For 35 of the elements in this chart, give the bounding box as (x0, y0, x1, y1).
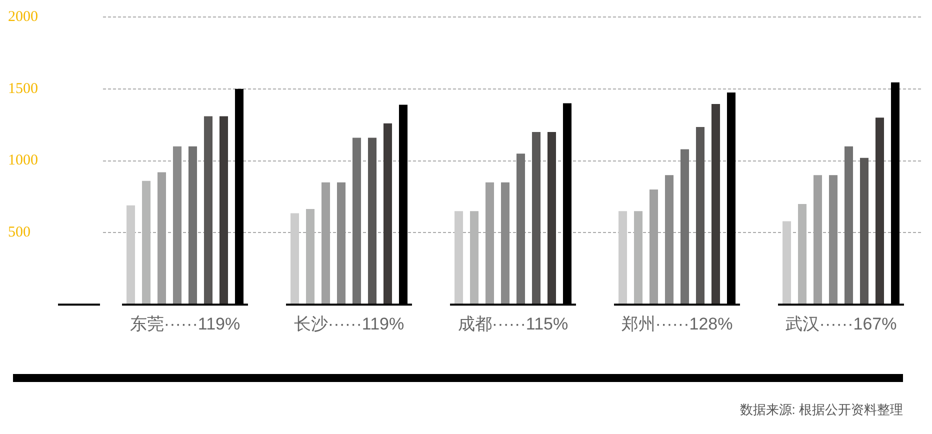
bar (454, 211, 464, 305)
bar (860, 158, 869, 305)
bar (680, 149, 690, 305)
y-tick-label: 1500 (8, 80, 38, 97)
bar (383, 123, 392, 305)
bar (844, 146, 854, 305)
bar (618, 211, 628, 305)
bar (828, 175, 838, 305)
bar (336, 182, 346, 305)
bar (532, 132, 541, 305)
bar (696, 127, 705, 305)
bar (500, 182, 510, 305)
bar (516, 154, 526, 305)
bar (204, 116, 213, 305)
x-tick-label: 东莞······119% (130, 314, 240, 334)
x-tick-label: 长沙······119% (294, 314, 404, 334)
bar (547, 132, 556, 305)
bar (290, 213, 300, 305)
bar (219, 116, 228, 305)
x-tick-label: 郑州······128% (621, 314, 733, 334)
bar (875, 118, 884, 305)
bar (172, 146, 182, 305)
bar (188, 146, 198, 305)
bar (368, 138, 377, 305)
source-note: 数据来源: 根据公开资料整理 (740, 401, 903, 419)
x-tick-label: 武汉······167% (785, 314, 897, 334)
bar (711, 104, 720, 305)
bar (352, 138, 362, 305)
x-tick-label: 成都······115% (458, 314, 568, 334)
y-tick-label: 2000 (8, 8, 38, 25)
bar (782, 221, 792, 305)
y-tick-label: 500 (8, 224, 30, 241)
bar (126, 205, 136, 305)
y-tick-label: 1000 (8, 152, 38, 169)
bar (664, 175, 674, 305)
